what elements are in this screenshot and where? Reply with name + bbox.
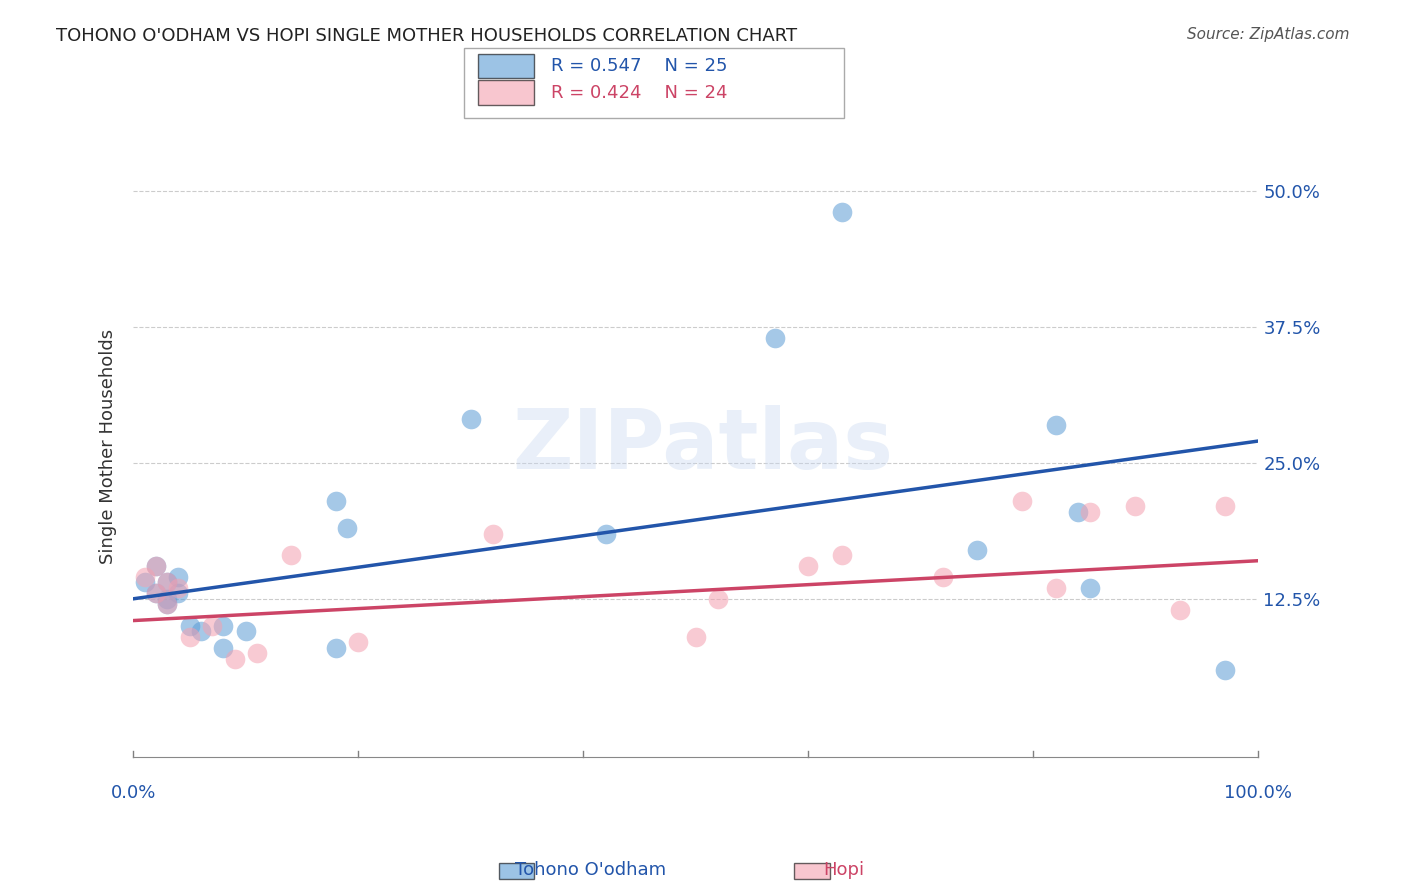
Point [145, 559, 167, 574]
Point [347, 635, 370, 649]
Point [167, 581, 190, 595]
Point [966, 542, 988, 557]
Point [1011, 493, 1033, 508]
Point [134, 570, 156, 584]
FancyBboxPatch shape [478, 54, 534, 78]
Point [595, 526, 617, 541]
Point [190, 624, 212, 639]
Point [224, 651, 246, 665]
Point [179, 630, 201, 644]
Point [763, 331, 786, 345]
Y-axis label: Single Mother Households: Single Mother Households [100, 329, 117, 564]
Point [1078, 505, 1101, 519]
Point [831, 548, 853, 562]
Text: Source: ZipAtlas.com: Source: ZipAtlas.com [1187, 27, 1350, 42]
Point [325, 493, 347, 508]
Text: Hopi: Hopi [823, 861, 865, 879]
Point [246, 646, 269, 660]
Point [1213, 663, 1236, 677]
Point [1168, 602, 1191, 616]
Point [145, 559, 167, 574]
Text: ZIPatlas: ZIPatlas [513, 406, 893, 486]
FancyBboxPatch shape [794, 863, 830, 879]
Point [235, 624, 257, 639]
Text: TOHONO O'ODHAM VS HOPI SINGLE MOTHER HOUSEHOLDS CORRELATION CHART: TOHONO O'ODHAM VS HOPI SINGLE MOTHER HOU… [56, 27, 797, 45]
FancyBboxPatch shape [464, 48, 844, 118]
Point [145, 586, 167, 600]
Point [201, 619, 224, 633]
Text: R = 0.547    N = 25: R = 0.547 N = 25 [551, 57, 728, 75]
Point [156, 597, 179, 611]
Point [156, 575, 179, 590]
Point [460, 412, 482, 426]
Point [156, 597, 179, 611]
FancyBboxPatch shape [499, 863, 534, 879]
Point [134, 575, 156, 590]
Text: R = 0.424    N = 24: R = 0.424 N = 24 [551, 84, 728, 102]
Text: 100.0%: 100.0% [1225, 784, 1292, 802]
Point [212, 619, 235, 633]
Point [1045, 581, 1067, 595]
Text: 0.0%: 0.0% [111, 784, 156, 802]
Point [1123, 500, 1146, 514]
Point [156, 575, 179, 590]
Point [1045, 417, 1067, 432]
Point [145, 586, 167, 600]
Point [1213, 500, 1236, 514]
Point [167, 570, 190, 584]
Point [336, 521, 359, 535]
Point [831, 205, 853, 219]
Point [156, 591, 179, 606]
Point [797, 559, 820, 574]
Point [482, 526, 505, 541]
Text: Tohono O'odham: Tohono O'odham [515, 861, 666, 879]
Point [325, 640, 347, 655]
Point [932, 570, 955, 584]
Point [1067, 505, 1090, 519]
Point [1078, 581, 1101, 595]
Point [280, 548, 302, 562]
Point [179, 619, 201, 633]
Point [685, 630, 707, 644]
Point [212, 640, 235, 655]
FancyBboxPatch shape [478, 80, 534, 105]
Point [707, 591, 730, 606]
Point [167, 586, 190, 600]
